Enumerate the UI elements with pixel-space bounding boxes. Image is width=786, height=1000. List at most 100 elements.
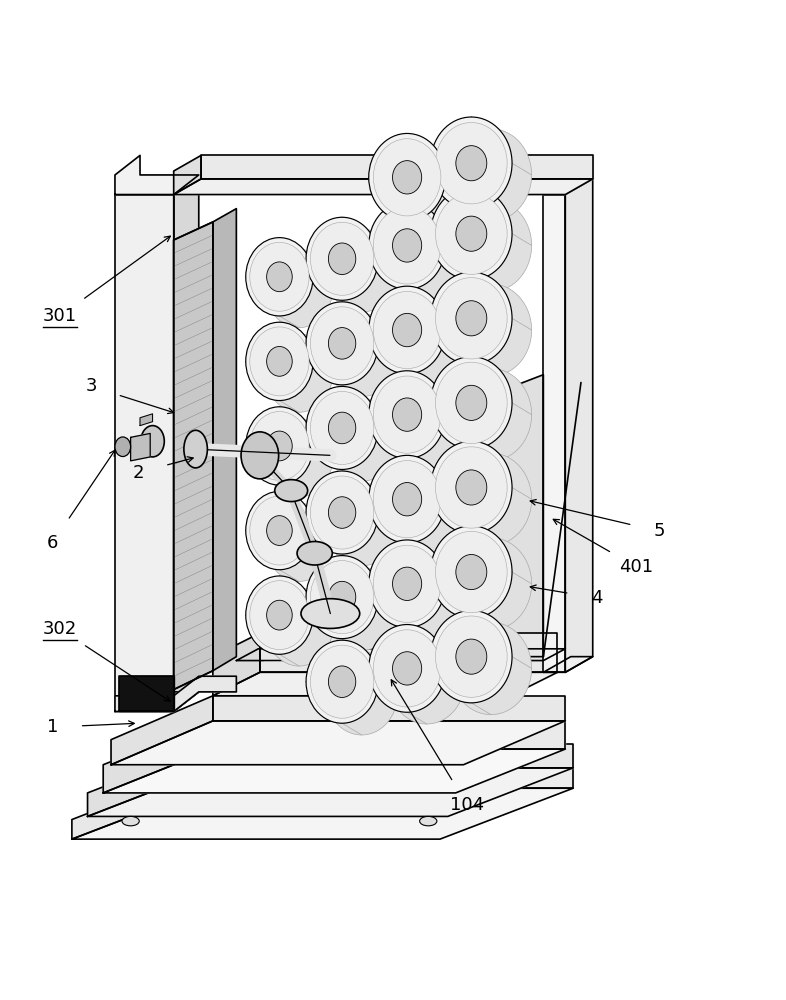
Polygon shape [213, 721, 565, 749]
Ellipse shape [388, 213, 465, 301]
Polygon shape [103, 721, 213, 793]
Ellipse shape [184, 430, 208, 468]
Ellipse shape [246, 576, 313, 654]
Ellipse shape [325, 229, 398, 312]
Ellipse shape [250, 327, 309, 396]
Polygon shape [174, 155, 201, 195]
Ellipse shape [392, 567, 421, 600]
Text: 5: 5 [653, 522, 665, 540]
Ellipse shape [266, 249, 332, 328]
Ellipse shape [435, 616, 507, 697]
Text: 3: 3 [86, 377, 97, 395]
Text: 302: 302 [43, 620, 77, 638]
Polygon shape [543, 657, 593, 672]
Polygon shape [115, 692, 199, 711]
Ellipse shape [431, 357, 512, 449]
Ellipse shape [420, 816, 437, 826]
Ellipse shape [297, 542, 332, 565]
Polygon shape [103, 749, 565, 793]
Ellipse shape [392, 161, 421, 194]
Ellipse shape [456, 554, 487, 590]
Ellipse shape [388, 298, 465, 386]
Ellipse shape [369, 202, 446, 289]
Ellipse shape [310, 645, 374, 718]
Polygon shape [260, 633, 557, 672]
Ellipse shape [435, 123, 507, 204]
Ellipse shape [392, 229, 421, 262]
Ellipse shape [246, 407, 313, 485]
Ellipse shape [329, 243, 356, 275]
Ellipse shape [246, 238, 313, 316]
Polygon shape [140, 414, 152, 426]
Ellipse shape [431, 441, 512, 534]
Polygon shape [111, 696, 213, 765]
Polygon shape [213, 209, 237, 671]
Ellipse shape [241, 432, 279, 479]
Ellipse shape [310, 307, 374, 380]
Polygon shape [115, 175, 199, 195]
Ellipse shape [369, 133, 446, 221]
Ellipse shape [450, 129, 531, 221]
Polygon shape [174, 179, 593, 195]
Ellipse shape [373, 291, 441, 369]
Ellipse shape [325, 567, 398, 650]
Ellipse shape [266, 588, 332, 666]
Ellipse shape [246, 322, 313, 401]
Ellipse shape [392, 483, 421, 516]
Ellipse shape [310, 561, 374, 634]
Polygon shape [72, 768, 205, 839]
Ellipse shape [369, 455, 446, 543]
Ellipse shape [250, 496, 309, 565]
Polygon shape [119, 676, 174, 711]
Ellipse shape [373, 207, 441, 284]
Ellipse shape [450, 622, 531, 715]
Ellipse shape [450, 538, 531, 630]
Ellipse shape [266, 503, 332, 581]
Polygon shape [201, 155, 593, 179]
Ellipse shape [373, 139, 441, 216]
Ellipse shape [325, 314, 398, 397]
Ellipse shape [369, 625, 446, 712]
Polygon shape [111, 721, 565, 765]
Polygon shape [115, 155, 199, 195]
Polygon shape [213, 744, 573, 768]
Ellipse shape [388, 467, 465, 555]
Ellipse shape [450, 368, 531, 461]
Ellipse shape [450, 199, 531, 292]
Ellipse shape [431, 610, 512, 703]
Ellipse shape [373, 376, 441, 453]
Ellipse shape [392, 398, 421, 431]
Ellipse shape [325, 652, 398, 735]
Ellipse shape [250, 242, 309, 311]
Ellipse shape [329, 581, 356, 613]
Ellipse shape [306, 640, 378, 723]
Polygon shape [565, 179, 593, 672]
Polygon shape [174, 222, 213, 690]
Ellipse shape [456, 146, 487, 181]
Polygon shape [115, 676, 237, 711]
Text: 104: 104 [450, 796, 484, 814]
Ellipse shape [310, 476, 374, 549]
Polygon shape [174, 175, 199, 711]
Polygon shape [87, 744, 213, 816]
Text: 2: 2 [133, 464, 144, 482]
Ellipse shape [325, 398, 398, 481]
Ellipse shape [392, 313, 421, 347]
Ellipse shape [431, 526, 512, 618]
Ellipse shape [306, 302, 378, 385]
Polygon shape [72, 788, 573, 839]
Ellipse shape [450, 453, 531, 545]
Ellipse shape [329, 497, 356, 528]
Ellipse shape [435, 362, 507, 444]
Polygon shape [87, 768, 573, 816]
Ellipse shape [373, 630, 441, 707]
Text: 301: 301 [43, 307, 77, 325]
Ellipse shape [392, 652, 421, 685]
Text: 401: 401 [619, 558, 653, 576]
Ellipse shape [266, 516, 292, 545]
Ellipse shape [435, 193, 507, 274]
Ellipse shape [266, 431, 292, 461]
Ellipse shape [325, 483, 398, 566]
Ellipse shape [456, 470, 487, 505]
Ellipse shape [301, 599, 360, 628]
